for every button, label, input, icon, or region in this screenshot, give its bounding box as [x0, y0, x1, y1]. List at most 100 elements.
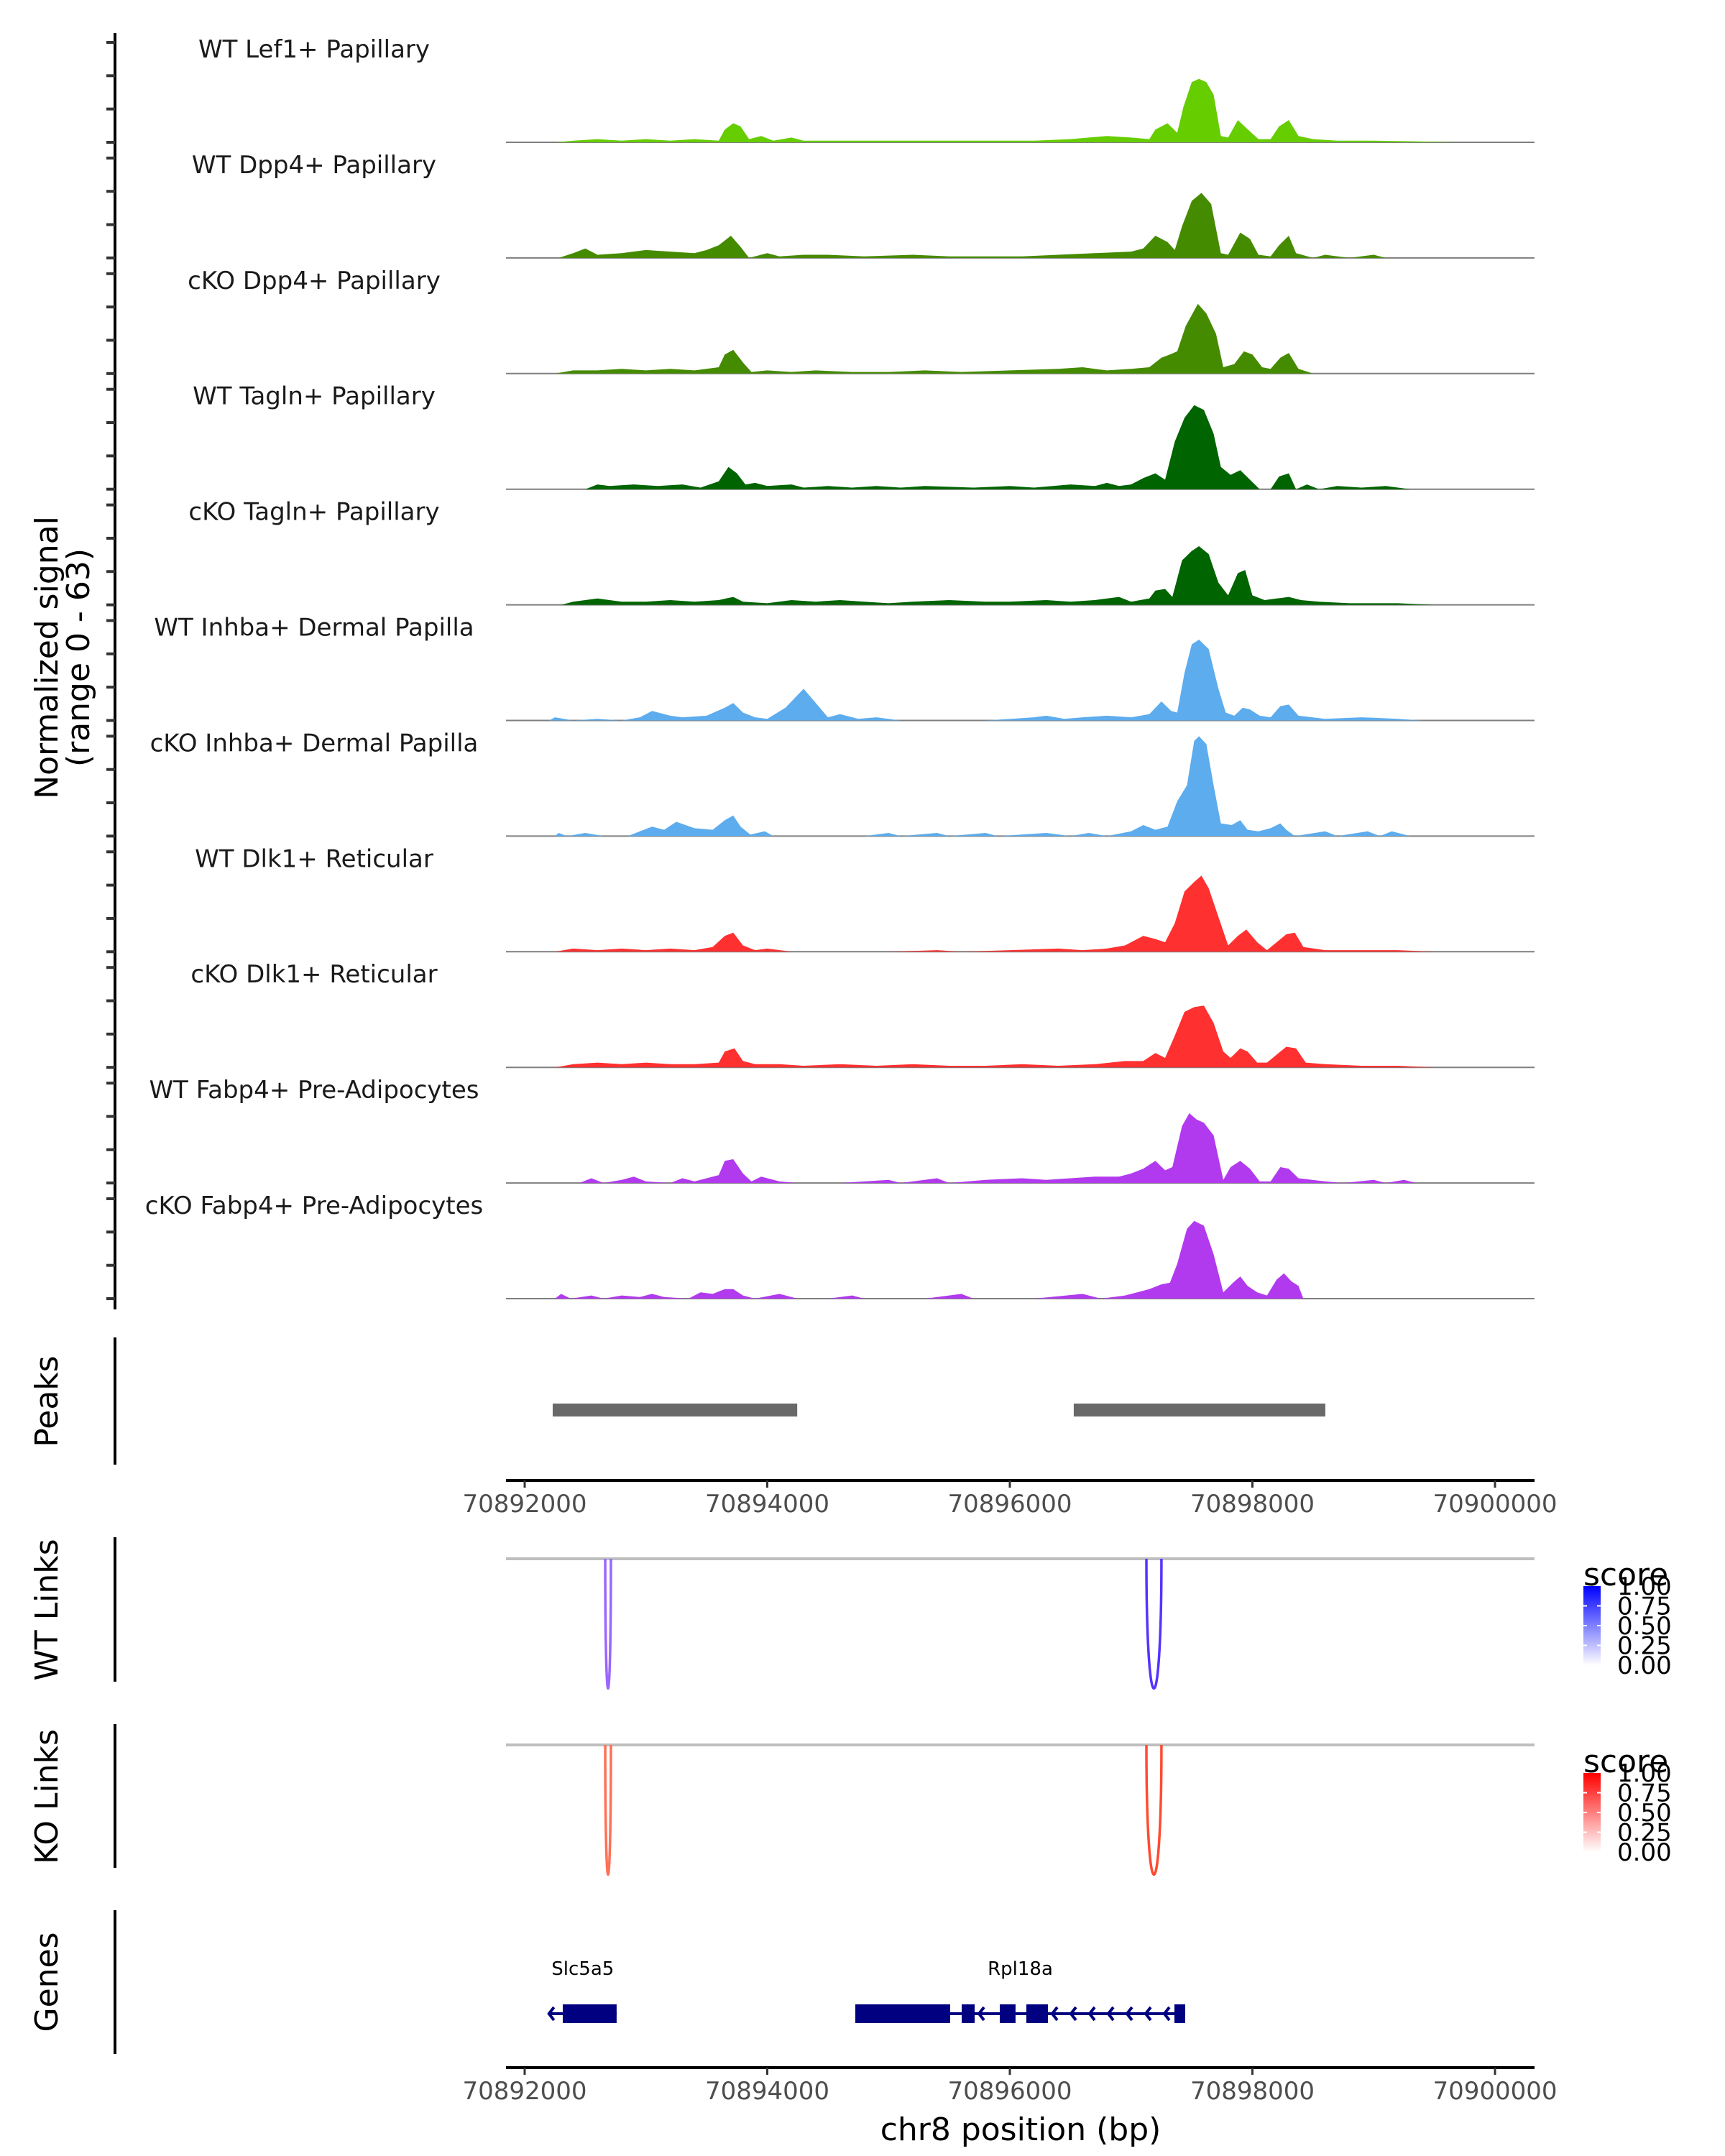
strand-arrow-icon: [1144, 2006, 1152, 2022]
x-axis-title: chr8 position (bp): [880, 2111, 1162, 2148]
gene-model: Rpl18a: [855, 1958, 1185, 2023]
coverage-area: [558, 193, 1386, 258]
coverage-area: [555, 78, 1459, 142]
coverage-area: [555, 736, 1410, 837]
x-tick-label: 70900000: [1432, 1490, 1557, 1519]
ylabel-line1: Normalized signal: [29, 516, 65, 799]
strand-arrow-icon: [1050, 2006, 1059, 2022]
gene-label: Slc5a5: [551, 1958, 614, 1980]
coverage-track: WT Lef1+ Papillary: [198, 35, 1535, 143]
x-axis-upper: 70892000 70894000 70896000 70898000 70900000: [462, 1479, 1558, 1519]
coverage-track: cKO Fabp4+ Pre-Adipocytes: [145, 1192, 1535, 1299]
coverage-area: [548, 640, 1422, 721]
peak-regions: [552, 1404, 1325, 1416]
gene-exon: [961, 2004, 975, 2023]
coverage-track: WT Dlk1+ Reticular: [195, 844, 1535, 953]
track-label: WT Fabp4+ Pre-Adipocytes: [150, 1076, 479, 1105]
legend-tick-label: 1.00: [1617, 1572, 1672, 1601]
ko-legend-ticks: 1.000.750.500.250.00: [1583, 1759, 1672, 1867]
gene-exon: [562, 2004, 617, 2023]
coverage-tracks: WT Lef1+ Papillary WT Dpp4+ Papillary cKO …: [145, 35, 1535, 1299]
track-label: WT Inhba+ Dermal Papilla: [154, 614, 474, 642]
peak-region: [552, 1404, 798, 1416]
coverage-area: [555, 875, 1435, 952]
track-label: cKO Dpp4+ Papillary: [188, 267, 441, 295]
gene-model: Slc5a5: [547, 1958, 617, 2023]
legend-tick-label: 0.00: [1617, 1838, 1672, 1867]
gene-label: Rpl18a: [988, 1958, 1053, 1980]
gene-exon: [999, 2004, 1016, 2023]
track-label: WT Dlk1+ Reticular: [195, 844, 433, 873]
track-label: cKO Tagln+ Papillary: [188, 498, 439, 527]
x-tick-label: 70896000: [947, 2077, 1072, 2106]
coverage-area: [555, 303, 1313, 374]
strand-arrow-icon: [1106, 2006, 1115, 2022]
ko-links-legend: score 1.000.750.500.250.00: [1583, 1743, 1672, 1867]
genes-label: Genes: [29, 1932, 65, 2032]
coverage-track: cKO Dpp4+ Papillary: [188, 267, 1535, 374]
legend-tick-label: 0.25: [1617, 1632, 1672, 1661]
link-arc: [604, 1558, 612, 1690]
wt-legend-ticks: 1.000.750.500.250.00: [1583, 1572, 1672, 1680]
track-label: WT Lef1+ Papillary: [198, 35, 430, 64]
ko-links-label: KO Links: [29, 1729, 65, 1864]
x-tick-label: 70892000: [462, 2077, 586, 2106]
coverage-area: [579, 1113, 1417, 1184]
coverage-area: [555, 1005, 1435, 1068]
link-arcs: [506, 1557, 1535, 1876]
x-tick-label: 70892000: [462, 1490, 586, 1519]
x-tick-label: 70898000: [1190, 1490, 1315, 1519]
coverage-track: WT Dpp4+ Papillary: [192, 151, 1535, 259]
gene-models: Slc5a5 Rpl18a: [547, 1958, 1185, 2023]
coverage-y-ticks: [106, 41, 115, 1300]
strand-arrow-icon: [1162, 2006, 1171, 2022]
legend-tick-label: 0.50: [1617, 1612, 1672, 1641]
coverage-y-axis-title: Normalized signal (range 0 - 63): [29, 516, 97, 799]
x-axis-lower: 70892000 70894000 70896000 70898000 70900000: [462, 2066, 1558, 2106]
x-tick-label: 70900000: [1432, 2077, 1557, 2106]
peaks-track-title: Peaks: [29, 1355, 65, 1447]
ylabel-line2: (range 0 - 63): [60, 548, 97, 767]
ko-links-track-title: KO Links: [29, 1729, 65, 1864]
coverage-track: WT Tagln+ Papillary: [193, 382, 1535, 490]
track-label: WT Tagln+ Papillary: [193, 382, 436, 411]
wt-links-track-title: WT Links: [29, 1539, 65, 1680]
track-label: WT Dpp4+ Papillary: [192, 151, 436, 180]
x-tick-label: 70894000: [705, 2077, 829, 2106]
strand-arrow-icon: [547, 2006, 556, 2022]
gene-exon: [1174, 2004, 1185, 2023]
coverage-track: cKO Dlk1+ Reticular: [190, 960, 1535, 1069]
link-arc: [604, 1744, 612, 1876]
link-arc: [1145, 1558, 1163, 1690]
x-tick-label: 70898000: [1190, 2077, 1315, 2106]
gene-exon: [855, 2004, 950, 2023]
coverage-track: WT Inhba+ Dermal Papilla: [154, 614, 1535, 722]
gene-exon: [1026, 2004, 1048, 2023]
wt-links-label: WT Links: [29, 1539, 65, 1680]
x-tick-label: 70894000: [705, 1490, 829, 1519]
x-tick-label: 70896000: [947, 1490, 1072, 1519]
coverage-area: [561, 546, 1435, 605]
genes-track-title: Genes: [29, 1932, 65, 2032]
legend-tick-label: 0.25: [1617, 1819, 1672, 1848]
strand-arrow-icon: [1069, 2006, 1077, 2022]
track-label: cKO Dlk1+ Reticular: [190, 960, 437, 989]
legend-tick-label: 0.00: [1617, 1651, 1672, 1680]
coverage-track: WT Fabp4+ Pre-Adipocytes: [150, 1076, 1535, 1184]
wt-links-legend: score 1.000.750.500.250.00: [1583, 1557, 1672, 1680]
coverage-track: cKO Inhba+ Dermal Papilla: [150, 729, 1535, 837]
strand-arrow-icon: [1087, 2006, 1096, 2022]
legend-tick-label: 0.75: [1617, 1593, 1672, 1621]
strand-arrow-icon: [977, 2006, 985, 2022]
strand-arrow-icon: [1125, 2006, 1133, 2022]
peak-region: [1073, 1404, 1325, 1416]
legend-tick-label: 1.00: [1617, 1759, 1672, 1788]
track-label: cKO Inhba+ Dermal Papilla: [150, 729, 479, 757]
link-arc: [1145, 1744, 1163, 1876]
coverage-area: [585, 405, 1410, 489]
track-label: cKO Fabp4+ Pre-Adipocytes: [145, 1192, 484, 1220]
legend-tick-label: 0.75: [1617, 1779, 1672, 1808]
legend-tick-label: 0.50: [1617, 1799, 1672, 1828]
coverage-track: cKO Tagln+ Papillary: [188, 498, 1535, 606]
